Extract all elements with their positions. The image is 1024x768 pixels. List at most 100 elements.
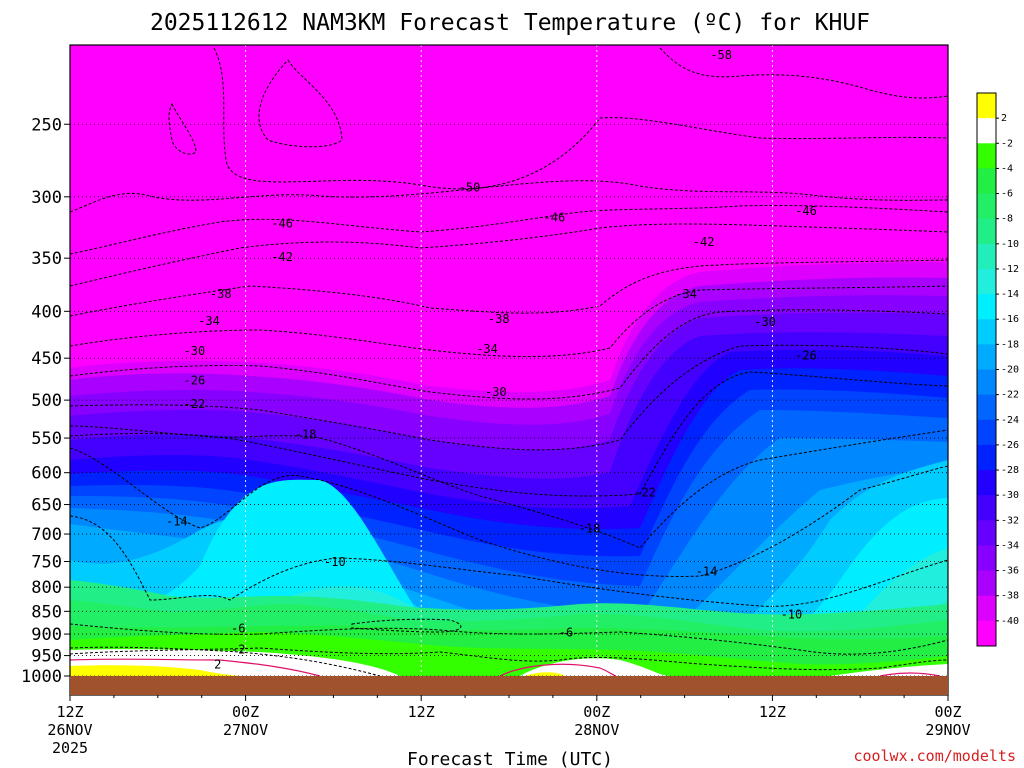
x-tick-label: 12Z	[759, 703, 786, 721]
x-tick-label: 00Z	[934, 703, 961, 721]
colorbar-swatch	[977, 595, 996, 622]
contour-label: -26	[795, 349, 817, 363]
contour-label: -30	[754, 315, 776, 329]
y-tick-label: 950	[31, 647, 62, 667]
isotherm-loop1	[258, 59, 343, 148]
isotherm-loop2	[168, 102, 197, 155]
isotherm-minus42	[70, 223, 948, 287]
contour-labels: -58 -50 -46 -46 -46 -42 -42 -38 -38 -34 -34 -34 -30 -…	[166, 48, 817, 672]
colorbar-swatch	[977, 545, 996, 572]
isotherm-minus58	[659, 47, 948, 99]
colorbar-label: -20	[1001, 365, 1019, 376]
colorbar-swatch	[977, 344, 996, 370]
colorbar-swatch	[977, 243, 996, 270]
colorbar-label: -40	[1001, 616, 1019, 627]
colorbar-swatch	[977, 93, 996, 119]
isotherm-minus6	[70, 623, 948, 655]
isotherm-minus46	[70, 204, 948, 255]
x-tick-label: 00Z	[232, 703, 259, 721]
colorbar-swatch	[977, 143, 996, 169]
colorbar-label: -8	[1001, 214, 1013, 225]
grid	[70, 45, 948, 695]
colorbar-swatch	[977, 470, 996, 496]
contour-label: -38	[210, 287, 232, 301]
colorbar-swatch	[977, 520, 996, 546]
colorbar: 2 -2 -4 -6 -8 -10 -12 -14 -16 -18 -20 -22 -24 -26 -28 -…	[976, 92, 1019, 647]
contour-label: -6	[231, 622, 245, 636]
isotherms	[70, 47, 948, 677]
zero-line	[70, 658, 321, 677]
colorbar-label: -38	[1001, 591, 1019, 602]
colorbar-swatch	[977, 218, 996, 245]
y-tick-label: 650	[31, 496, 62, 516]
freezing-lines	[70, 658, 941, 677]
contour-label: -14	[166, 514, 188, 528]
zero-line-3	[879, 672, 941, 677]
colorbar-label: -18	[1001, 339, 1019, 350]
x-tick-label: 00Z	[583, 703, 610, 721]
x-tick-label: 2025	[52, 739, 88, 757]
isotherm-minus50	[70, 180, 948, 213]
x-axis-label: Forecast Time (UTC)	[407, 749, 613, 768]
y-tick-label: 250	[31, 115, 62, 135]
colorbar-label: -10	[1001, 239, 1019, 250]
y-tick-label: 600	[31, 464, 62, 484]
colorbar-label: -30	[1001, 490, 1019, 501]
y-tick-label: 900	[31, 625, 62, 645]
colorbar-label: -16	[1001, 314, 1019, 325]
isotherm-minus54a	[213, 47, 948, 190]
contour-label: -22	[184, 397, 206, 411]
band-warm-low-2	[525, 672, 565, 676]
isotherm-minus26	[70, 344, 948, 451]
contour-label: 2	[214, 658, 221, 672]
colorbar-label: -32	[1001, 515, 1019, 526]
colorbar-label: -6	[1001, 189, 1013, 200]
y-tick-label: 300	[31, 188, 62, 208]
colorbar-label: -4	[1001, 163, 1013, 174]
chart-title: 2025112612 NAM3KM Forecast Temperature (…	[150, 10, 870, 36]
colorbar-label: -22	[1001, 390, 1019, 401]
colorbar-label: -14	[1001, 289, 1019, 300]
ground-surface	[70, 676, 948, 695]
contour-label: -46	[544, 210, 566, 224]
colorbar-swatch	[977, 268, 996, 295]
contour-label: -2	[231, 642, 245, 656]
y-axis-ticks: 250 300 350 400 450 500 550 600 650 700 750 800 850 9…	[21, 115, 70, 687]
isotherm-minus34	[70, 285, 948, 357]
colorbar-label: -34	[1001, 540, 1019, 551]
x-tick-label: 28NOV	[574, 721, 619, 739]
y-tick-label: 850	[31, 602, 62, 622]
colorbar-label: 2	[1001, 113, 1007, 124]
colorbar-swatch	[977, 193, 996, 220]
y-tick-label: 700	[31, 525, 62, 545]
isotherm-minus22	[70, 371, 948, 497]
isotherm-minus30	[70, 309, 948, 400]
contour-label: -30	[485, 385, 507, 399]
isotherm-minus18	[70, 425, 948, 549]
isotherm-minus38	[70, 259, 948, 317]
band-minus4	[70, 695, 948, 725]
isotherm-minus2b	[70, 646, 381, 677]
isotherm-loop3	[351, 618, 462, 633]
x-tick-label: 12Z	[408, 703, 435, 721]
x-tick-label: 26NOV	[47, 721, 92, 739]
zero-line-2	[499, 663, 617, 677]
colorbar-label: -12	[1001, 264, 1019, 275]
credit-link[interactable]: coolwx.com/modelts	[853, 747, 1016, 765]
contour-label: -14	[696, 564, 718, 578]
contour-label: -34	[476, 342, 498, 356]
contour-label: -58	[710, 48, 732, 62]
y-tick-label: 400	[31, 302, 62, 322]
contour-label: -42	[271, 250, 293, 264]
colorbar-swatch	[977, 319, 996, 345]
colorbar-swatch	[977, 444, 996, 471]
x-tick-label: 29NOV	[925, 721, 970, 739]
isotherm-minus14	[70, 447, 948, 577]
colorbar-swatch	[977, 620, 996, 647]
contour-label: -26	[184, 374, 206, 388]
colorbar-label: -28	[1001, 465, 1019, 476]
contour-label: -38	[488, 312, 510, 326]
contour-label: -34	[198, 314, 220, 328]
x-tick-label: 27NOV	[223, 721, 268, 739]
colorbar-swatch	[977, 294, 996, 320]
